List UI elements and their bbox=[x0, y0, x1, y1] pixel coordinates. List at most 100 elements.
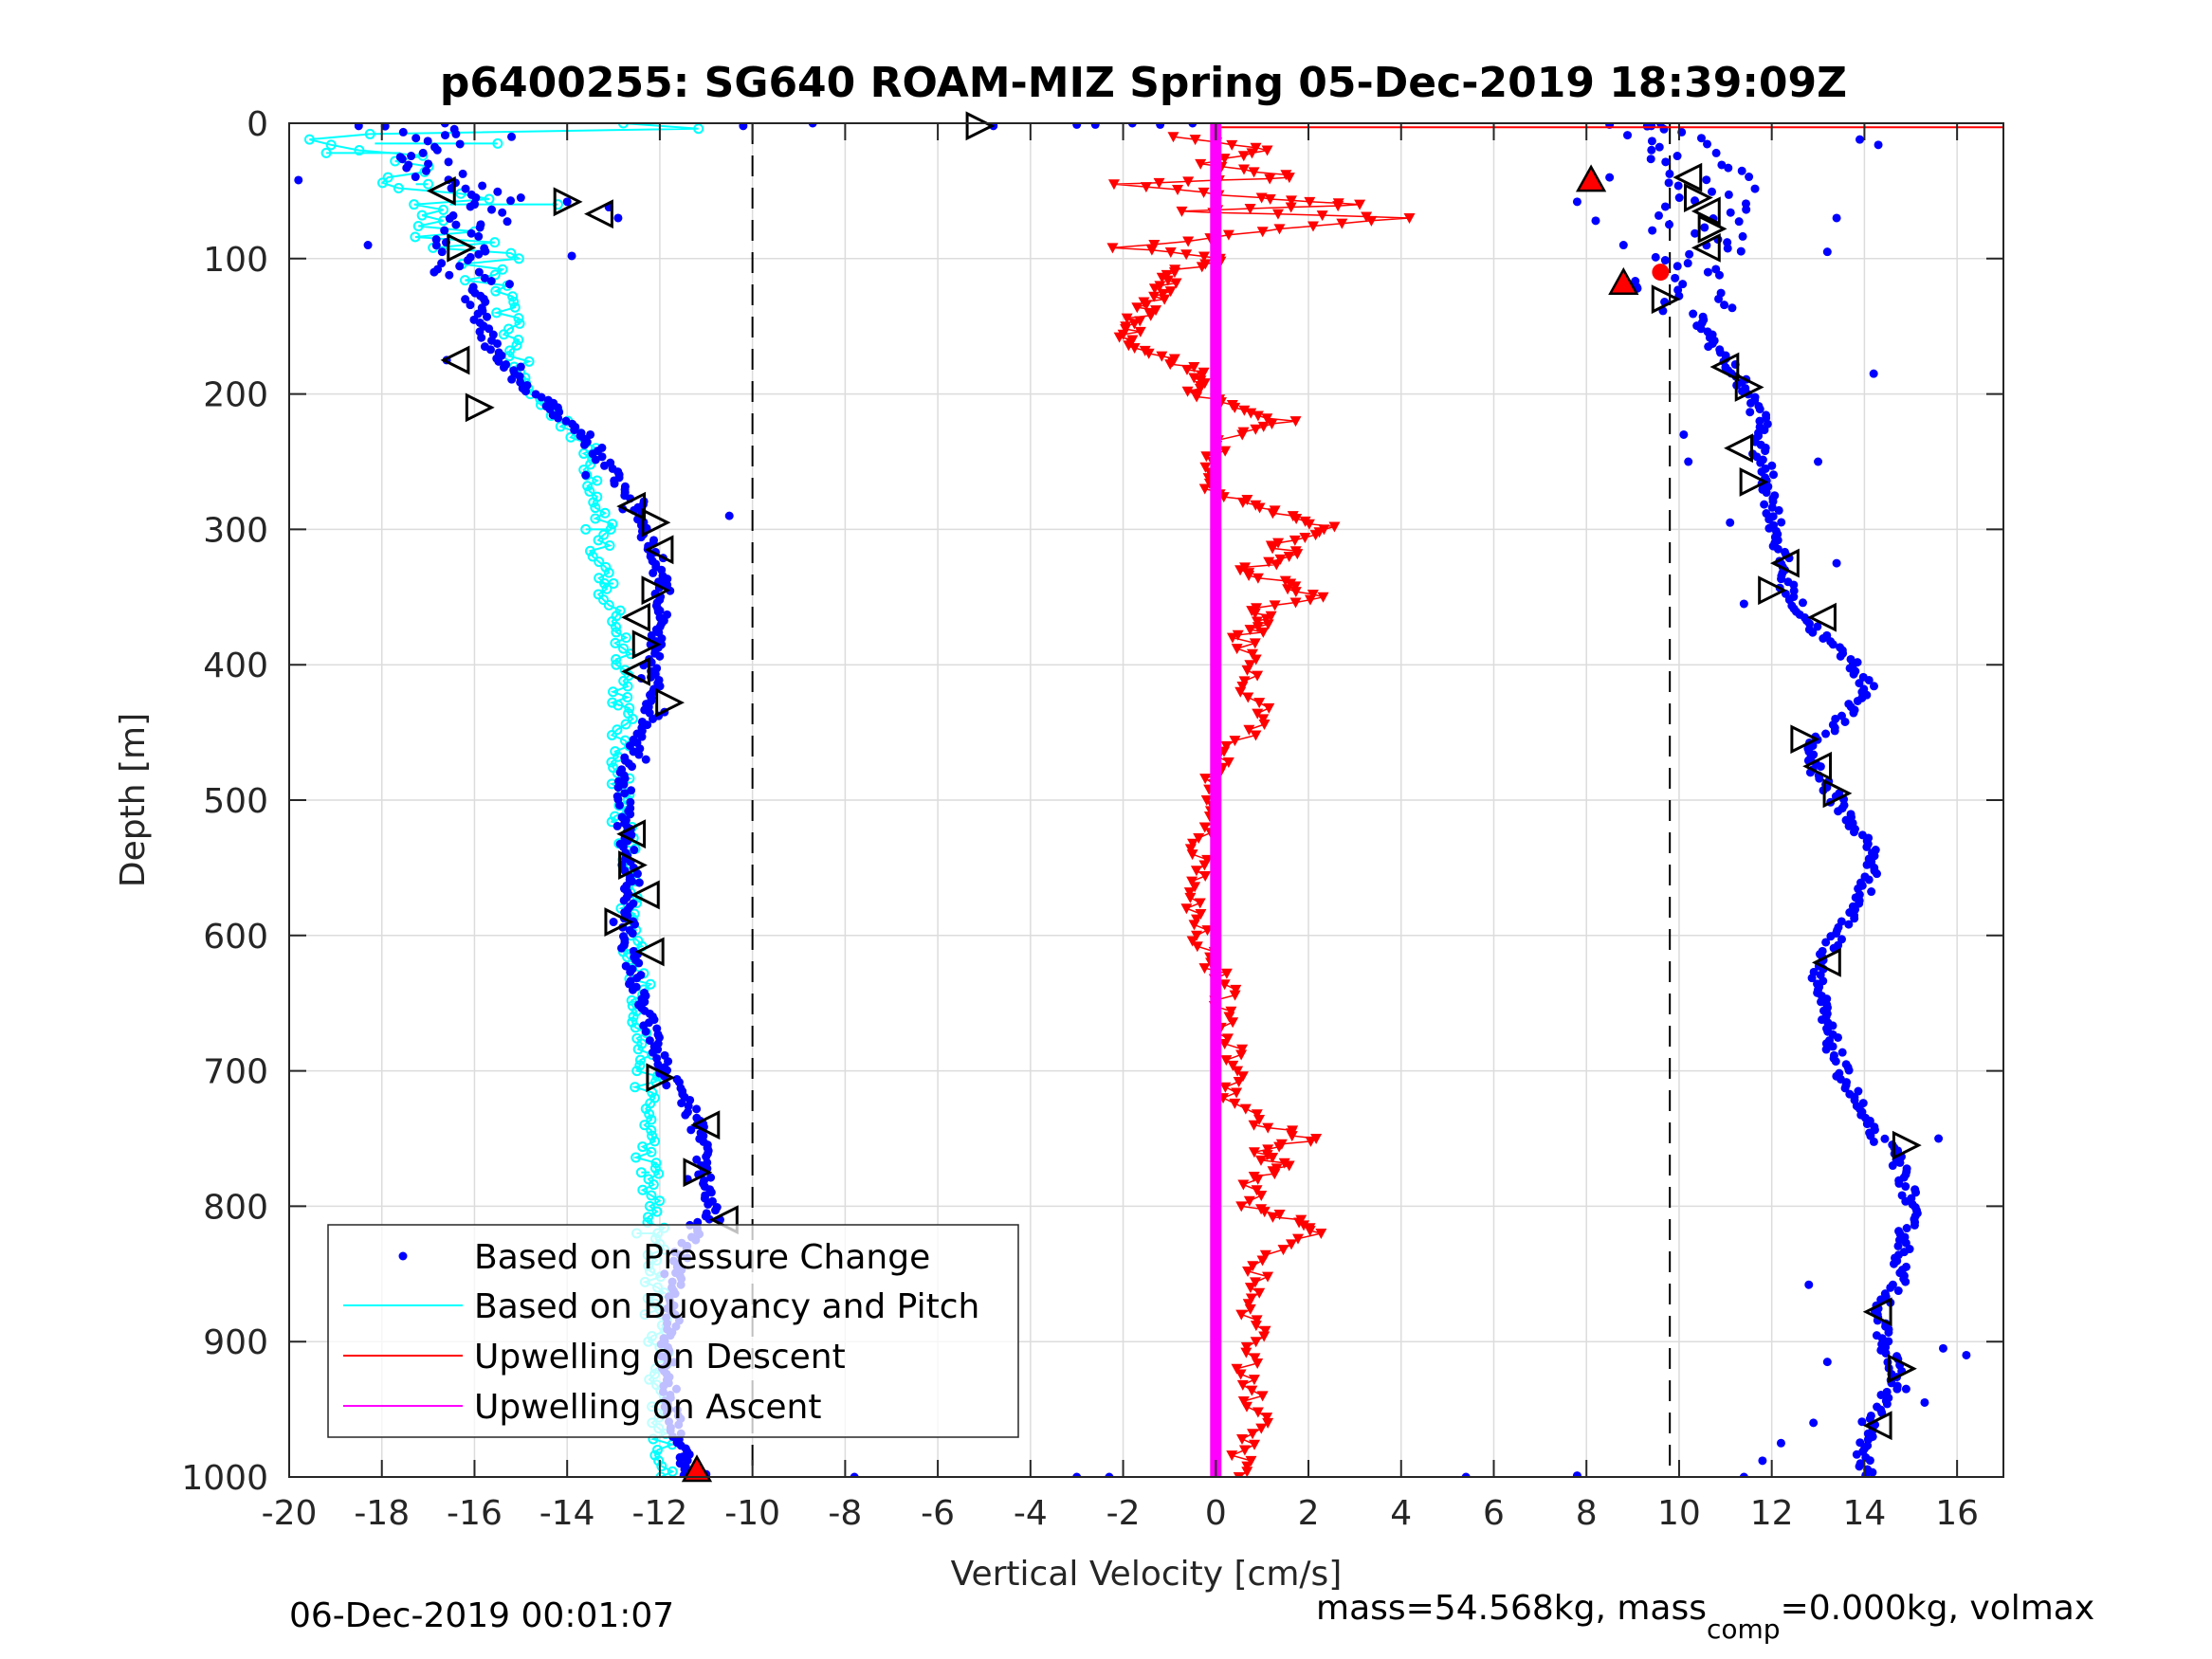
pressure-point bbox=[1813, 622, 1822, 631]
descent-upwelling-point bbox=[1164, 359, 1177, 371]
descent-upwelling-point bbox=[1273, 1141, 1286, 1153]
pressure-point bbox=[1852, 1449, 1861, 1459]
descent-upwelling-point bbox=[1248, 1120, 1260, 1131]
pressure-point bbox=[1702, 175, 1711, 185]
descent-upwelling-point bbox=[1198, 860, 1211, 871]
pressure-point bbox=[614, 800, 624, 810]
descent-upwelling-point bbox=[1274, 554, 1287, 565]
pressure-point bbox=[1605, 173, 1615, 182]
pressure-point bbox=[1850, 914, 1859, 923]
buoyancy-point bbox=[601, 583, 612, 594]
pressure-point bbox=[1895, 1158, 1905, 1167]
descent-upwelling-point bbox=[1286, 1131, 1298, 1142]
pressure-point bbox=[1962, 1350, 1971, 1359]
descent-upwelling-point bbox=[1182, 236, 1195, 247]
pressure-point bbox=[1661, 157, 1671, 167]
descent-upwelling-point bbox=[1267, 1152, 1279, 1163]
x-tick-label: 16 bbox=[1935, 1494, 1979, 1533]
x-tick-label: -8 bbox=[828, 1494, 862, 1533]
descent-upwelling-point bbox=[1235, 1049, 1248, 1061]
descent-marker-triangle bbox=[621, 602, 650, 632]
descent-upwelling-point bbox=[1252, 573, 1264, 584]
descent-upwelling-point bbox=[1248, 1375, 1260, 1386]
descent-upwelling-point bbox=[1279, 575, 1291, 587]
descent-upwelling-point bbox=[1249, 1277, 1261, 1288]
descent-upwelling-point bbox=[1318, 524, 1330, 536]
buoyancy-point bbox=[610, 746, 621, 757]
x-axis-label: Vertical Velocity [cm/s] bbox=[951, 1555, 1343, 1594]
descent-upwelling-point bbox=[1128, 319, 1141, 330]
buoyancy-point bbox=[622, 681, 633, 692]
y-tick-label: 1000 bbox=[181, 1459, 268, 1498]
pressure-point bbox=[1819, 633, 1828, 643]
pressure-point bbox=[1828, 640, 1837, 649]
descent-upwelling-point bbox=[1172, 184, 1184, 195]
pressure-point bbox=[628, 877, 637, 886]
descent-upwelling-point bbox=[1283, 551, 1295, 562]
buoyancy-point bbox=[508, 296, 520, 307]
descent-upwelling-point bbox=[1262, 619, 1274, 630]
pressure-point bbox=[516, 193, 525, 203]
descent-upwelling-point bbox=[1194, 898, 1206, 909]
descent-upwelling-point bbox=[1258, 1331, 1271, 1342]
ascent-marker-triangle bbox=[1790, 724, 1820, 755]
pressure-point bbox=[1893, 1241, 1903, 1250]
buoyancy-point bbox=[455, 188, 466, 199]
chart-title: p6400255: SG640 ROAM-MIZ Spring 05-Dec-2… bbox=[440, 59, 1847, 107]
descent-upwelling-point bbox=[1198, 483, 1211, 495]
buoyancy-point bbox=[364, 128, 375, 139]
pressure-point bbox=[1618, 241, 1628, 250]
buoyancy-point bbox=[505, 247, 517, 259]
pressure-point bbox=[739, 123, 748, 131]
pressure-point bbox=[645, 1036, 654, 1046]
descent-marker-triangle bbox=[621, 656, 650, 686]
pressure-point bbox=[1832, 558, 1841, 568]
buoyancy-point bbox=[646, 1190, 657, 1201]
descent-upwelling-point bbox=[1256, 1255, 1269, 1267]
pressure-point bbox=[1654, 142, 1664, 152]
pressure-point bbox=[647, 630, 656, 640]
buoyancy-point bbox=[504, 345, 516, 356]
x-tick-label: 12 bbox=[1750, 1494, 1794, 1533]
pressure-point bbox=[581, 470, 591, 480]
pressure-point bbox=[431, 241, 441, 250]
pressure-point bbox=[469, 200, 479, 210]
descent-upwelling-point bbox=[1262, 1144, 1274, 1156]
x-tick-label: -6 bbox=[921, 1494, 955, 1533]
descent-upwelling-point bbox=[1304, 196, 1316, 208]
pressure-point bbox=[1832, 213, 1841, 223]
descent-upwelling-point bbox=[1145, 245, 1158, 256]
buoyancy-point bbox=[649, 1136, 661, 1147]
pressure-point bbox=[1741, 199, 1750, 209]
descent-upwelling-point bbox=[1265, 611, 1277, 622]
descent-upwelling-point bbox=[1317, 592, 1329, 603]
pressure-point bbox=[363, 241, 373, 250]
pressure-point bbox=[474, 267, 484, 277]
buoyancy-point bbox=[507, 291, 519, 302]
pressure-point bbox=[1773, 544, 1782, 554]
descent-upwelling-point bbox=[1148, 291, 1161, 302]
pressure-point bbox=[1834, 807, 1843, 816]
buoyancy-point bbox=[648, 1179, 659, 1191]
buoyancy-point bbox=[555, 421, 566, 432]
pressure-point bbox=[1072, 123, 1082, 129]
descent-upwelling-point bbox=[1277, 1245, 1289, 1256]
pressure-point bbox=[649, 568, 658, 577]
pressure-point bbox=[466, 301, 475, 310]
descent-marker-triangle bbox=[616, 491, 647, 521]
descent-upwelling-point bbox=[1244, 660, 1256, 671]
pressure-point bbox=[455, 139, 465, 149]
pressure-point bbox=[619, 896, 629, 905]
descent-upwelling-point bbox=[1259, 1325, 1271, 1337]
descent-upwelling-point bbox=[1254, 1155, 1267, 1166]
descent-marker-triangle bbox=[440, 345, 470, 375]
y-tick-label: 500 bbox=[203, 782, 268, 821]
buoyancy-point bbox=[646, 1124, 657, 1136]
descent-upwelling-point bbox=[1193, 832, 1205, 844]
descent-upwelling-point bbox=[1403, 212, 1416, 224]
pressure-point bbox=[430, 267, 439, 277]
x-tick-label: 14 bbox=[1842, 1494, 1886, 1533]
descent-upwelling-point bbox=[1229, 736, 1241, 747]
pressure-point bbox=[1572, 1471, 1581, 1477]
pressure-point bbox=[440, 123, 449, 128]
